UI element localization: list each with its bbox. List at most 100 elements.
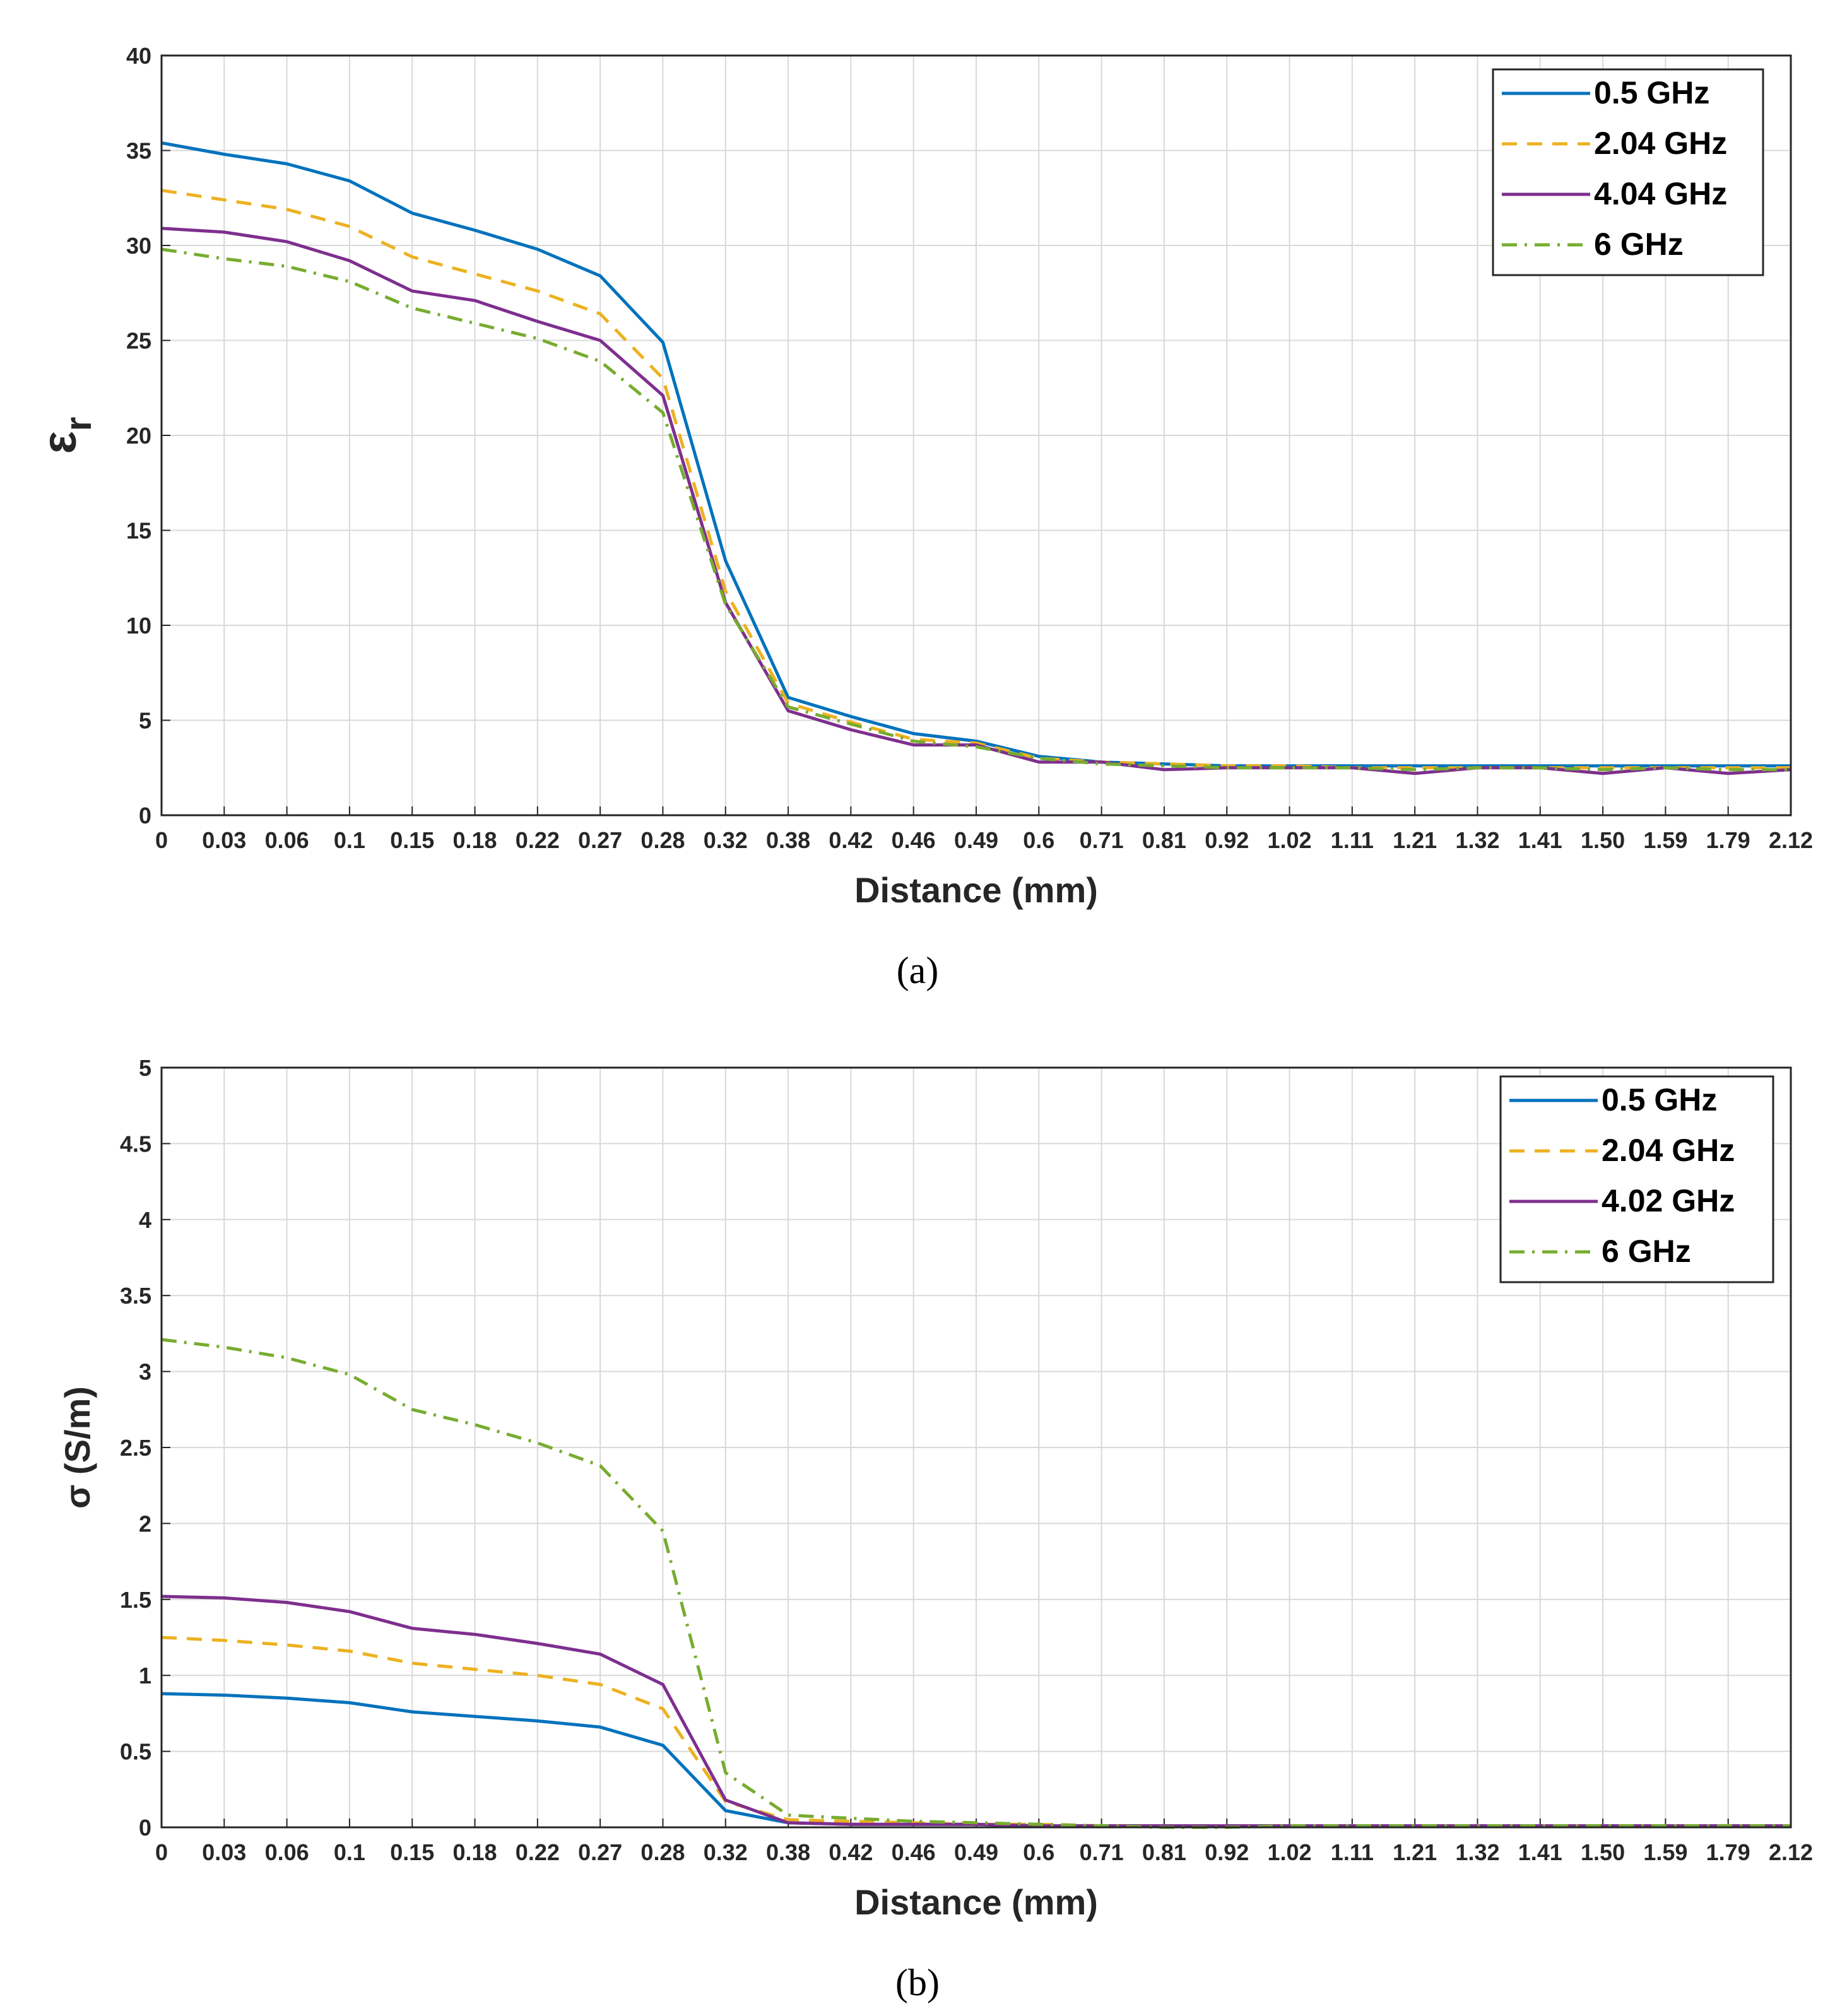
x-tick-label: 0.46 (892, 827, 936, 853)
legend-label: 4.02 GHz (1602, 1183, 1735, 1218)
y-tick-label: 15 (126, 518, 151, 544)
x-tick-label: 0.6 (1023, 1839, 1054, 1865)
x-tick-label: 0.38 (766, 1839, 810, 1865)
x-tick-label: 0 (155, 1839, 168, 1865)
x-tick-label: 0.42 (829, 827, 873, 853)
axes-frame-b (160, 1066, 1792, 1829)
series-group-b (161, 1338, 1791, 1829)
y-tick-label: 1.5 (120, 1587, 151, 1613)
caption-b: (b) (895, 1962, 940, 2003)
legend-label: 2.04 GHz (1602, 1133, 1735, 1168)
x-tick-label: 1.59 (1643, 1839, 1687, 1865)
x-tick-label: 0.1 (334, 827, 365, 853)
chart-panel-b: 0 0.5 1 1.5 2 2.5 3 3.5 4 4.5 5 0 0.03 0.06 0.1 0.15 0.… (57, 1055, 1813, 2003)
x-tick-label: 0.06 (265, 1839, 309, 1865)
legend-label: 6 GHz (1602, 1234, 1691, 1269)
x-tick-label: 0.49 (954, 1839, 998, 1865)
x-tick-label: 0.22 (516, 827, 560, 853)
x-tick-label: 1.21 (1393, 827, 1437, 853)
y-tick-label: 0 (139, 803, 151, 828)
x-tick-label: 0.49 (954, 827, 998, 853)
y-tick-label: 2.5 (120, 1435, 151, 1461)
x-tick-label: 0.27 (578, 827, 622, 853)
legend-label: 6 GHz (1594, 227, 1684, 262)
caption-a: (a) (897, 950, 939, 991)
y-tick-label: 0 (139, 1815, 151, 1841)
y-axis-title-b: σ (S/m) (57, 1386, 97, 1509)
x-tick-label: 0.71 (1080, 1839, 1124, 1865)
y-tick-label: 10 (126, 613, 151, 639)
y-axis-title-a: εr (33, 417, 99, 454)
legend-label: 0.5 GHz (1602, 1082, 1717, 1117)
x-tick-label: 0.71 (1080, 827, 1124, 853)
series-group-a (161, 141, 1791, 775)
y-tick-label: 2 (139, 1511, 151, 1536)
x-tick-label: 1.02 (1267, 1839, 1311, 1865)
x-tick-label: 1.32 (1455, 827, 1499, 853)
x-tick-label: 0.92 (1205, 827, 1249, 853)
x-tick-label: 0.1 (334, 1839, 365, 1865)
y-tick-label: 5 (139, 1055, 151, 1081)
x-tick-labels-b: 0 0.03 0.06 0.1 0.15 0.18 0.22 0.27 0.28 0.32 0.38… (155, 1839, 1813, 1865)
x-tick-label: 1.50 (1581, 827, 1625, 853)
axes-frame-a (160, 54, 1792, 816)
x-tick-label: 0.38 (766, 827, 810, 853)
legend-box-a (1492, 68, 1764, 276)
x-tick-label: 0.22 (516, 1839, 560, 1865)
x-tick-label: 0.15 (390, 827, 434, 853)
y-tick-labels-b: 0 0.5 1 1.5 2 2.5 3 3.5 4 4.5 5 (120, 1055, 151, 1841)
x-tick-label: 0 (155, 827, 168, 853)
x-tick-labels-a: 0 0.03 0.06 0.1 0.15 0.18 0.22 0.27 0.28 0.32 0.38… (155, 827, 1813, 853)
x-tick-label: 0.03 (202, 1839, 246, 1865)
y-tick-label: 25 (126, 328, 151, 354)
x-tick-label: 0.03 (202, 827, 246, 853)
chart-panel-a: 0 5 10 15 20 25 30 35 40 0 0.03 0.06 0.1 0.15 0.18 0.2… (33, 43, 1813, 991)
series-line (161, 227, 1791, 775)
y-tick-label: 3.5 (120, 1283, 151, 1309)
y-tick-label: 40 (126, 43, 151, 69)
x-tick-label: 0.06 (265, 827, 309, 853)
y-tick-label: 3 (139, 1359, 151, 1385)
y-tick-label: 4 (139, 1207, 151, 1233)
x-tick-label: 0.32 (704, 1839, 748, 1865)
y-axis-title-sub-a: r (58, 417, 99, 432)
x-tick-label: 0.81 (1142, 827, 1186, 853)
x-tick-label: 1.79 (1706, 827, 1750, 853)
y-tick-label: 35 (126, 138, 151, 164)
legend-box-b (1499, 1075, 1774, 1283)
legend-label: 0.5 GHz (1594, 75, 1709, 110)
svg-text:εr: εr (33, 417, 99, 454)
y-tick-label: 20 (126, 423, 151, 449)
x-tick-label: 0.81 (1142, 1839, 1186, 1865)
x-tick-label: 1.21 (1393, 1839, 1437, 1865)
x-tick-label: 0.42 (829, 1839, 873, 1865)
legend-label: 2.04 GHz (1594, 126, 1727, 161)
x-axis-title-b: Distance (mm) (854, 1882, 1098, 1922)
series-line (161, 247, 1791, 772)
x-tick-label: 1.59 (1643, 827, 1687, 853)
x-tick-label: 1.50 (1581, 1839, 1625, 1865)
y-tick-label: 4.5 (120, 1131, 151, 1157)
x-tick-label: 1.41 (1518, 827, 1562, 853)
x-axis-title-a: Distance (mm) (854, 870, 1098, 910)
x-tick-label: 0.18 (452, 1839, 497, 1865)
y-tick-label: 0.5 (120, 1739, 151, 1765)
series-line (161, 189, 1791, 770)
series-line (161, 141, 1791, 768)
x-tick-label: 0.6 (1023, 827, 1054, 853)
y-axis-title-main-a: ε (33, 431, 86, 454)
x-tick-label: 0.46 (892, 1839, 936, 1865)
y-tick-label: 5 (139, 708, 151, 734)
x-tick-label: 0.27 (578, 1839, 622, 1865)
legend-a: 0.5 GHz 2.04 GHz 4.04 GHz 6 GHz (1492, 68, 1764, 276)
x-tick-label: 1.02 (1267, 827, 1311, 853)
x-tick-label: 1.79 (1706, 1839, 1750, 1865)
x-tick-label: 0.92 (1205, 1839, 1249, 1865)
x-tick-label: 0.28 (640, 827, 685, 853)
legend-b: 0.5 GHz 2.04 GHz 4.02 GHz 6 GHz (1499, 1075, 1774, 1283)
x-tick-label: 1.32 (1455, 1839, 1499, 1865)
x-tick-label: 1.41 (1518, 1839, 1562, 1865)
x-tick-label: 0.32 (704, 827, 748, 853)
y-tick-label: 1 (139, 1663, 151, 1689)
